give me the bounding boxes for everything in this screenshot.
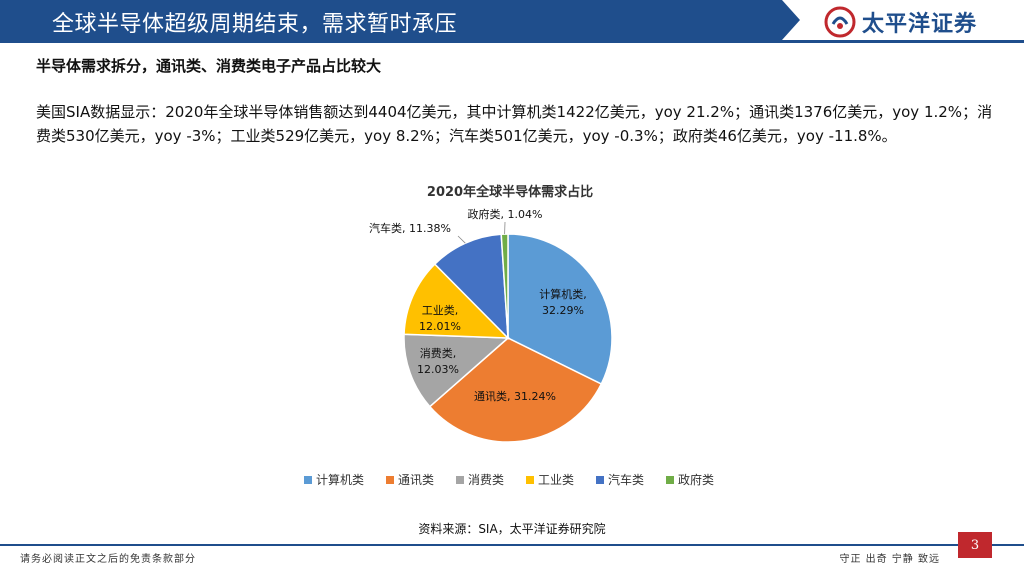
- logo-mark-icon: [824, 6, 856, 38]
- source-note: 资料来源：SIA，太平洋证券研究院: [418, 522, 606, 536]
- page-number: 3: [958, 532, 992, 558]
- page-title: 全球半导体超级周期结束，需求暂时承压: [52, 12, 458, 37]
- pie-data-label: 通讯类, 31.24%: [474, 389, 556, 403]
- section-subtitle: 半导体需求拆分，通讯类、消费类电子产品占比较大: [36, 57, 382, 75]
- pie-data-label: 消费类, 12.03%: [417, 346, 459, 376]
- leader-line: [457, 235, 466, 244]
- legend-item: 工业类: [526, 473, 574, 487]
- legend-swatch: [596, 476, 604, 484]
- pie-data-label: 工业类, 12.01%: [419, 303, 461, 333]
- legend-item: 政府类: [666, 472, 714, 487]
- pie-data-label: 计算机类, 32.29%: [539, 287, 587, 317]
- footer-motto: 守正 出奇 宁静 致远: [839, 554, 940, 565]
- legend-item: 通讯类: [386, 473, 434, 487]
- legend-item: 汽车类: [596, 472, 644, 487]
- footer-disclaimer: 请务必阅读正文之后的免责条款部分: [20, 554, 196, 565]
- company-logo: 太平洋证券: [824, 6, 977, 38]
- legend-item: 计算机类: [304, 472, 364, 487]
- legend-label: 计算机类: [316, 472, 364, 487]
- pie-data-label: 汽车类, 11.38%: [369, 221, 451, 235]
- legend-label: 工业类: [538, 473, 574, 487]
- logo-text: 太平洋证券: [862, 12, 978, 37]
- pie-data-label: 政府类, 1.04%: [468, 207, 543, 221]
- pie-slice: [403, 263, 510, 339]
- legend-swatch: [456, 476, 464, 484]
- body-paragraph: 美国SIA数据显示：2020年全球半导体销售额达到4404亿美元，其中计算机类1…: [36, 103, 993, 145]
- title-banner: [0, 0, 800, 40]
- pie-chart: 2020年全球半导体需求占比 计算机类, 32.29% 通讯类, 31.24% 消费类…: [304, 184, 714, 487]
- header-rule: [0, 40, 1024, 43]
- legend-swatch: [304, 476, 312, 484]
- legend-item: 消费类: [456, 473, 504, 487]
- legend-swatch: [666, 476, 674, 484]
- pie-slice: [507, 233, 613, 386]
- legend-label: 消费类: [468, 473, 504, 487]
- pie-slice: [403, 333, 510, 408]
- pie-slice: [433, 233, 509, 340]
- chart-title: 2020年全球半导体需求占比: [427, 184, 593, 200]
- legend-swatch: [526, 476, 534, 484]
- legend-swatch: [386, 476, 394, 484]
- legend-label: 汽车类: [608, 472, 644, 487]
- legend-label: 通讯类: [398, 473, 434, 487]
- legend-label: 政府类: [678, 472, 714, 487]
- footer-rule: [0, 544, 1024, 546]
- pie-slice: [428, 337, 603, 443]
